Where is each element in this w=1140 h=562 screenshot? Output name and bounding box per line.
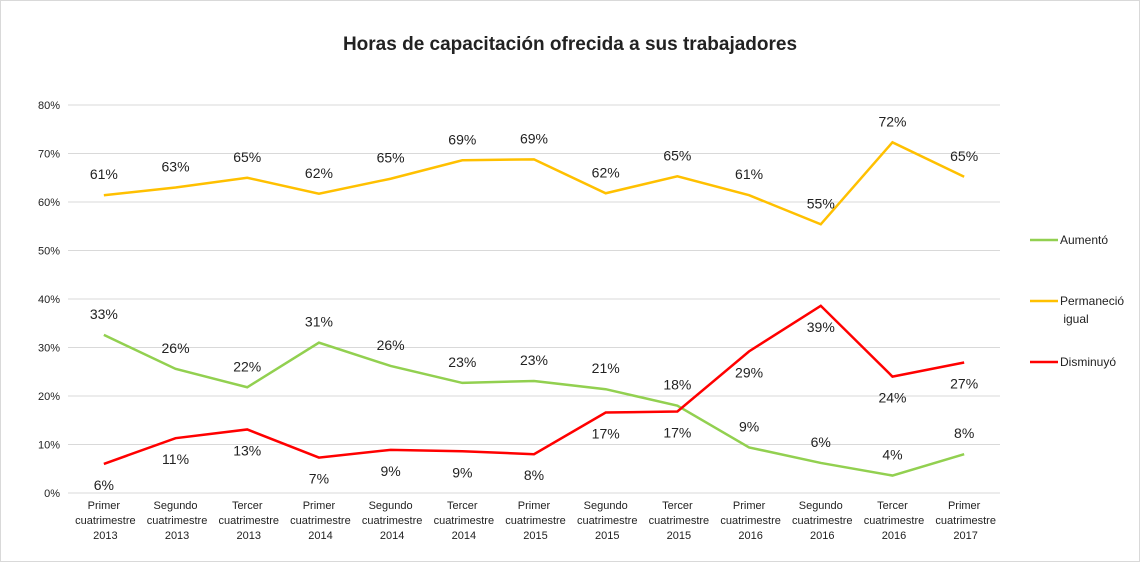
- chart-title: Horas de capacitación ofrecida a sus tra…: [343, 34, 797, 55]
- x-tick-label: Primer cuatrimestre 2017: [932, 500, 996, 542]
- data-label: 55%: [807, 195, 835, 211]
- legend-label: Disminuyó: [1060, 355, 1116, 369]
- x-tick-label: Primer cuatrimestre 2015: [502, 500, 566, 542]
- data-label: 31%: [305, 314, 333, 330]
- line: [103, 304, 965, 466]
- data-label: 61%: [735, 166, 763, 182]
- x-tick-label: Tercer cuatrimestre 2016: [861, 500, 925, 542]
- data-label: 17%: [592, 425, 620, 441]
- x-tick-label: Segundo cuatrimestre 2016: [789, 500, 853, 542]
- data-label: 63%: [162, 158, 190, 174]
- data-label: 26%: [162, 340, 190, 356]
- y-tick-label: 30%: [38, 343, 60, 355]
- data-label: 69%: [520, 130, 548, 146]
- x-tick-label: Segundo cuatrimestre 2013: [144, 500, 208, 542]
- data-label: 9%: [739, 418, 759, 434]
- data-label: 65%: [233, 149, 261, 165]
- data-label: 8%: [954, 425, 974, 441]
- data-label: 69%: [448, 131, 476, 147]
- data-label: 9%: [452, 464, 472, 480]
- data-label: 7%: [309, 471, 329, 487]
- data-label: 6%: [94, 477, 114, 493]
- legend-label: Permaneció igual: [1060, 294, 1124, 326]
- data-label: 6%: [811, 434, 831, 450]
- legend-label: Aumentó: [1060, 233, 1108, 247]
- data-label: 21%: [592, 360, 620, 376]
- line: [103, 140, 965, 226]
- x-tick-label: Primer cuatrimestre 2016: [717, 500, 781, 542]
- data-label: 4%: [882, 447, 902, 463]
- data-label: 61%: [90, 166, 118, 182]
- data-label: 23%: [520, 352, 548, 368]
- data-label: 39%: [807, 319, 835, 335]
- x-tick-label: Primer cuatrimestre 2013: [72, 500, 136, 542]
- x-tick-label: Segundo cuatrimestre 2015: [574, 500, 638, 542]
- data-label: 65%: [663, 147, 691, 163]
- data-label: 65%: [950, 148, 978, 164]
- data-label: 23%: [448, 354, 476, 370]
- x-tick-label: Segundo cuatrimestre 2014: [359, 500, 423, 542]
- line: [103, 333, 965, 477]
- data-label: 62%: [592, 164, 620, 180]
- data-label: 26%: [377, 337, 405, 353]
- data-label: 33%: [90, 306, 118, 322]
- data-label: 17%: [663, 425, 691, 441]
- data-label: 11%: [162, 451, 189, 467]
- y-tick-label: 40%: [38, 294, 60, 306]
- data-label: 27%: [950, 376, 978, 392]
- data-label: 18%: [663, 377, 691, 393]
- data-label: 8%: [524, 467, 544, 483]
- y-tick-label: 70%: [38, 149, 60, 161]
- y-tick-label: 20%: [38, 391, 60, 403]
- data-label: 24%: [878, 390, 906, 406]
- data-label: 29%: [735, 364, 763, 380]
- y-tick-label: 50%: [38, 246, 60, 258]
- data-label: 72%: [878, 113, 906, 129]
- data-label: 13%: [233, 442, 261, 458]
- data-label: 62%: [305, 165, 333, 181]
- y-tick-label: 60%: [38, 197, 60, 209]
- y-tick-label: 0%: [44, 488, 60, 500]
- data-label: 65%: [377, 150, 405, 166]
- x-tick-label: Tercer cuatrimestre 2013: [215, 500, 279, 542]
- x-tick-label: Tercer cuatrimestre 2014: [431, 500, 495, 542]
- data-label: 9%: [380, 463, 400, 479]
- y-tick-label: 80%: [38, 100, 60, 112]
- y-tick-label: 10%: [38, 440, 60, 452]
- data-label: 22%: [233, 358, 261, 374]
- x-tick-label: Primer cuatrimestre 2014: [287, 500, 351, 542]
- x-tick-label: Tercer cuatrimestre 2015: [646, 500, 710, 542]
